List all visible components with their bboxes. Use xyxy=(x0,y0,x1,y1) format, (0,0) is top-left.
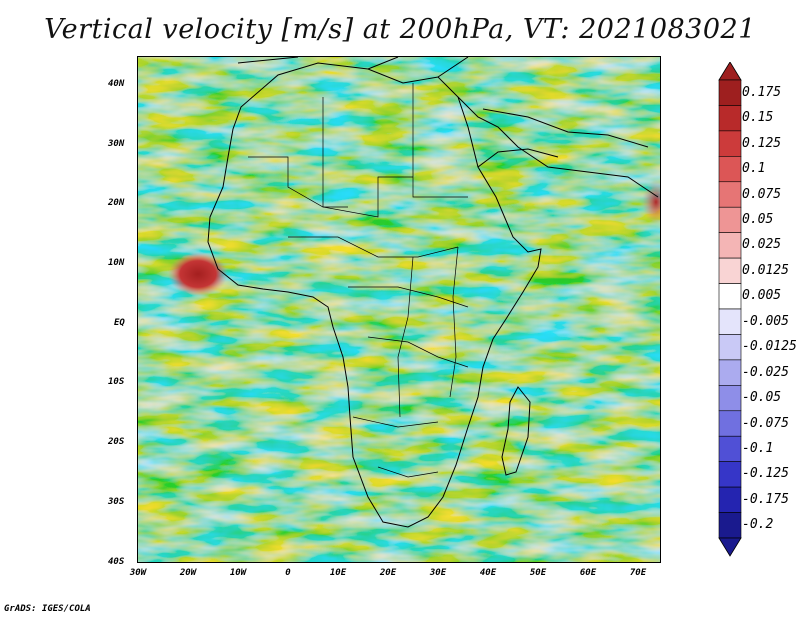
colorbar-cell xyxy=(718,308,742,335)
lat-label-10n: 10N xyxy=(108,258,125,268)
colorbar-cell xyxy=(718,512,742,539)
colorbar-label: -0.005 xyxy=(742,313,789,329)
colorbar-label: -0.075 xyxy=(742,415,789,431)
colorbar-label: 0.025 xyxy=(742,237,782,253)
colorbar-label: 0.075 xyxy=(742,186,782,202)
colorbar-label: -0.1 xyxy=(742,440,774,456)
colorbar-cell xyxy=(718,334,742,361)
colorbar-bottom-arrow xyxy=(718,537,742,557)
lat-label-eq: EQ xyxy=(114,318,125,328)
lon-label-10e: 10E xyxy=(329,568,347,578)
colorbar-label: 0.125 xyxy=(742,135,782,151)
colorbar-label: 0.15 xyxy=(742,110,774,126)
lon-label-50e: 50E xyxy=(529,568,547,578)
colorbar-label: 0.005 xyxy=(742,288,782,304)
colorbar-label: 0.175 xyxy=(742,84,782,100)
lat-label-40n: 40N xyxy=(108,79,125,89)
colorbar-cell xyxy=(718,283,742,310)
lon-label-20e: 20E xyxy=(379,568,397,578)
colorbar-cell xyxy=(718,232,742,259)
lon-label-40e: 40E xyxy=(479,568,497,578)
colorbar-cell xyxy=(718,435,742,462)
colorbar-label: -0.175 xyxy=(742,491,789,507)
colorbar-cell xyxy=(718,385,742,412)
lon-label-10w: 10W xyxy=(229,568,247,578)
map-field xyxy=(138,57,660,562)
colorbar xyxy=(718,62,742,557)
colorbar-cell xyxy=(718,105,742,132)
colorbar-cell xyxy=(718,461,742,488)
grads-credit: GrADS: IGES/COLA xyxy=(4,604,91,614)
colorbar-cell xyxy=(718,130,742,157)
colorbar-cell xyxy=(718,486,742,513)
colorbar-cell xyxy=(718,359,742,386)
strong-updraft-area xyxy=(168,252,228,296)
lat-label-30n: 30N xyxy=(108,139,125,149)
colorbar-cell xyxy=(718,257,742,284)
lat-label-40s: 40S xyxy=(108,557,125,567)
lon-label-60e: 60E xyxy=(579,568,597,578)
colorbar-label: -0.05 xyxy=(742,390,782,406)
lon-label-0: 0 xyxy=(285,568,291,578)
colorbar-label: -0.025 xyxy=(742,364,789,380)
lat-label-20s: 20S xyxy=(108,437,125,447)
colorbar-top-arrow xyxy=(718,62,742,81)
lon-label-30e: 30E xyxy=(429,568,447,578)
colorbar-cell xyxy=(718,181,742,208)
colorbar-label: 0.1 xyxy=(742,161,766,177)
colorbar-cell xyxy=(718,206,742,233)
lon-label-20w: 20W xyxy=(179,568,197,578)
colorbar-label: -0.0125 xyxy=(742,339,797,355)
lon-label-70e: 70E xyxy=(629,568,647,578)
colorbar-cell xyxy=(718,156,742,183)
country-borders xyxy=(248,83,469,478)
colorbar-cell xyxy=(718,410,742,437)
lat-label-10s: 10S xyxy=(108,377,125,387)
colorbar-label: -0.125 xyxy=(742,466,789,482)
coastlines xyxy=(207,57,659,528)
chart-title: Vertical velocity [m/s] at 200hPa, VT: 2… xyxy=(44,14,756,45)
updraft-area-east xyxy=(642,180,660,224)
colorbar-label: -0.2 xyxy=(742,517,774,533)
lat-label-20n: 20N xyxy=(108,198,125,208)
lat-label-30s: 30S xyxy=(108,497,125,507)
colorbar-label: 0.0125 xyxy=(742,262,789,278)
map-panel xyxy=(137,56,661,563)
lon-label-30w: 30W xyxy=(129,568,147,578)
colorbar-label: 0.05 xyxy=(742,211,774,227)
colorbar-cell xyxy=(718,79,742,106)
